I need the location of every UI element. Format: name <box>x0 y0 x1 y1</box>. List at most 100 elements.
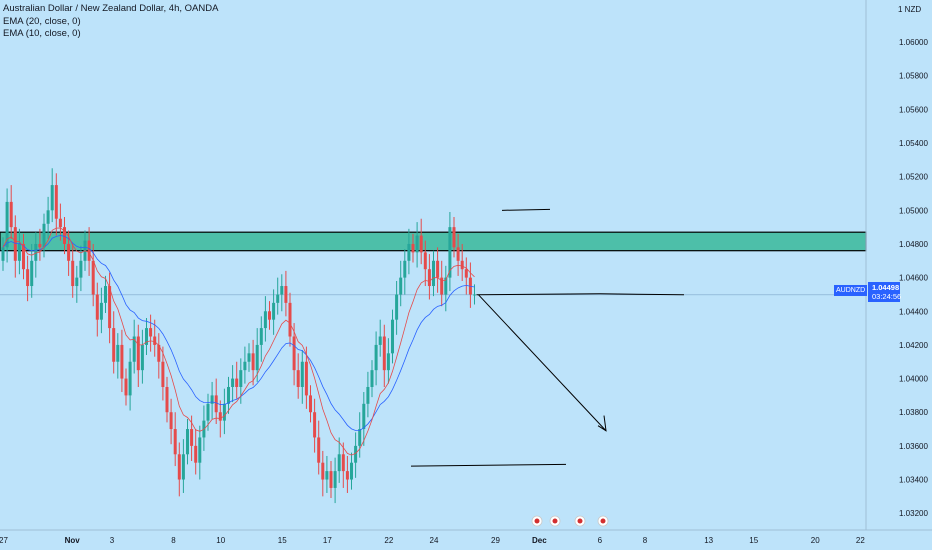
candle-body <box>231 378 235 387</box>
candle-body <box>448 227 452 278</box>
down-arrow-shaft <box>478 294 607 432</box>
candle-body <box>436 260 440 278</box>
candle-body <box>161 361 165 387</box>
candle-body <box>67 243 71 261</box>
drawings[interactable] <box>410 208 685 467</box>
x-tick-label: 15 <box>278 536 287 545</box>
price-badge-symbol: AUDNZD <box>834 285 868 296</box>
event-flag-dot <box>552 518 558 524</box>
y-tick-label: 1.04000 <box>899 375 928 384</box>
candle-body <box>58 218 62 228</box>
candle-body <box>46 210 50 224</box>
candle-body <box>391 319 394 354</box>
x-tick-label: Nov <box>65 536 81 545</box>
y-tick-label: 1.03400 <box>899 476 928 485</box>
candle-body <box>337 454 341 472</box>
event-flag-icon <box>531 515 543 527</box>
candle-body <box>350 462 353 480</box>
candle-body <box>198 437 202 463</box>
x-tick-label: 24 <box>430 536 439 545</box>
candles <box>1 168 476 504</box>
candle-body <box>165 386 169 413</box>
candle-body <box>38 243 42 248</box>
candle-body <box>140 344 144 371</box>
candle-body <box>378 336 382 345</box>
candle-body <box>169 412 173 430</box>
candle-body <box>284 286 288 303</box>
candle-body <box>13 227 17 261</box>
candle-body <box>251 353 255 371</box>
candle-body <box>317 437 321 463</box>
event-flag-dot <box>577 518 583 524</box>
candle-body <box>263 311 267 329</box>
candle-body <box>9 201 13 228</box>
ema-lines <box>2 227 475 456</box>
candle-body <box>63 227 66 244</box>
current-price-badge: AUDNZD 1.04498 03:24:56 <box>834 282 901 302</box>
candle-body <box>108 286 112 329</box>
event-flag-icon <box>549 515 561 527</box>
x-tick-label: 6 <box>598 536 603 545</box>
candle-body <box>370 370 374 387</box>
legend-ema10: EMA (10, close, 0) <box>3 28 81 39</box>
event-flag-icon <box>574 515 586 527</box>
candle-body <box>222 403 226 421</box>
candle-body <box>309 395 312 413</box>
candle-body <box>145 328 148 345</box>
candle-body <box>5 201 9 248</box>
candle-body <box>194 445 198 463</box>
candle-body <box>132 336 136 362</box>
support-line <box>476 293 685 296</box>
candle-body <box>239 370 243 387</box>
candle-body <box>255 344 259 371</box>
candle-body <box>427 269 431 287</box>
ema10-line <box>2 227 475 456</box>
candle-body <box>79 260 83 278</box>
candle-body <box>333 471 337 488</box>
event-flag-dot <box>534 518 540 524</box>
candle-body <box>75 277 79 287</box>
x-tick-label: 13 <box>704 536 713 545</box>
x-tick-label: 29 <box>491 536 500 545</box>
candle-body <box>247 353 251 362</box>
candle-body <box>358 429 362 446</box>
currency-unit-label: 1 NZD <box>898 5 921 14</box>
y-tick-label: 1.06000 <box>899 38 928 47</box>
candle-body <box>325 471 329 480</box>
resistance-zone-rect <box>0 231 867 252</box>
candle-body <box>99 302 103 320</box>
candle-body <box>186 429 189 455</box>
candle-body <box>276 294 280 303</box>
candle-body <box>304 361 308 396</box>
candle-body <box>30 260 34 287</box>
candle-body <box>440 277 444 295</box>
candle-body <box>177 454 181 480</box>
legend-title: Australian Dollar / New Zealand Dollar, … <box>3 3 219 14</box>
candle-body <box>104 286 107 303</box>
candle-body <box>120 344 124 379</box>
candle-body <box>42 223 46 248</box>
candle-body <box>473 294 476 296</box>
ema20-line <box>2 235 475 431</box>
x-tick-label: Dec <box>532 536 547 545</box>
x-tick-label: 10 <box>216 536 225 545</box>
candle-body <box>460 260 464 270</box>
candle-body <box>296 370 300 387</box>
x-tick-label: 20 <box>811 536 820 545</box>
x-tick-label: 22 <box>384 536 393 545</box>
y-tick-label: 1.05400 <box>899 139 928 148</box>
x-tick-label: 22 <box>856 536 865 545</box>
candle-body <box>157 344 161 362</box>
candle-body <box>345 471 349 480</box>
candle-body <box>411 243 415 253</box>
candle-body <box>190 429 194 446</box>
candle-body <box>87 240 91 261</box>
candle-body <box>300 361 304 387</box>
candle-body <box>386 353 390 371</box>
candle-body <box>395 294 399 320</box>
price-badge-price: 1.04498 <box>872 283 900 292</box>
y-tick-label: 1.03600 <box>899 442 928 451</box>
x-tick-label: 8 <box>171 536 176 545</box>
candle-body <box>399 277 403 295</box>
